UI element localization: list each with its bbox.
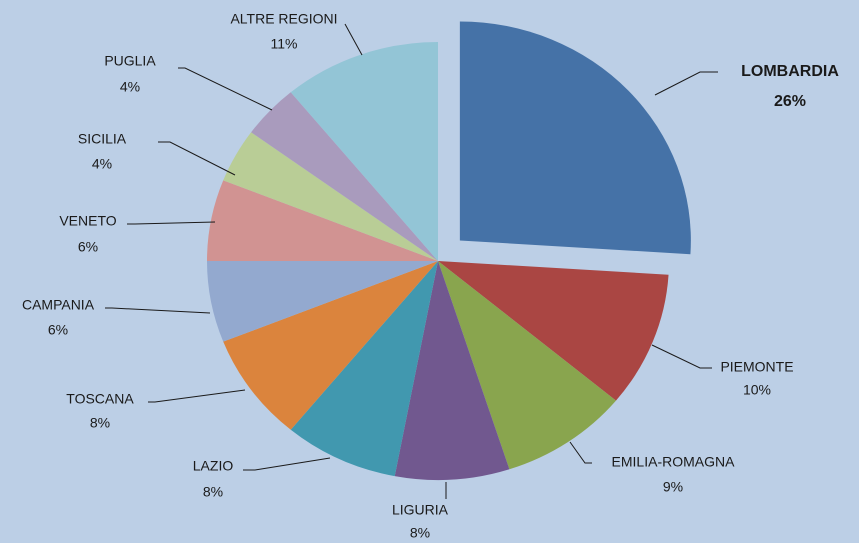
pie-slice (223, 261, 438, 430)
leader-line (654, 71, 718, 96)
leader-line (105, 307, 211, 314)
slice-label: EMILIA-ROMAGNA (612, 454, 736, 470)
pie-slice (223, 132, 438, 261)
slice-label: PUGLIA (104, 53, 156, 69)
leader-line (569, 441, 592, 464)
leader-line (243, 457, 331, 471)
slice-value-label: 10% (743, 382, 771, 398)
slice-value-label: 8% (410, 525, 430, 541)
leader-line (127, 221, 216, 225)
slice-label: TOSCANA (66, 391, 134, 407)
slice-value-label: 6% (78, 239, 98, 255)
leader-line (651, 344, 712, 369)
pie-slice (290, 261, 438, 477)
slice-value-label: 11% (271, 36, 298, 52)
slice-value-label: 6% (48, 322, 68, 338)
slice-value-label: 4% (120, 79, 140, 95)
slice-label: ALTRE REGIONI (230, 11, 337, 27)
pie-slice (394, 261, 510, 480)
pie-slice (459, 21, 691, 255)
slice-value-label: 4% (92, 156, 112, 172)
slice-value-label: 26% (774, 93, 806, 110)
slice-value-label: 8% (203, 484, 223, 500)
leader-line (148, 389, 246, 403)
pie-slice (251, 92, 438, 261)
pie-slice (438, 261, 616, 470)
leader-line (178, 67, 273, 111)
leader-line (158, 141, 236, 176)
slice-label: CAMPANIA (22, 297, 95, 313)
slice-value-label: 8% (90, 415, 110, 431)
slice-label: LAZIO (193, 458, 234, 474)
slice-label: SICILIA (78, 131, 127, 147)
slice-label: VENETO (59, 213, 116, 229)
pie-slice (207, 261, 438, 342)
leader-line (344, 23, 363, 56)
slice-label: LOMBARDIA (741, 63, 839, 80)
pie-slice (290, 42, 438, 261)
pie-slice (438, 261, 669, 401)
slice-label: LIGURIA (392, 502, 449, 518)
slice-label: PIEMONTE (720, 359, 793, 375)
pie-slice (207, 180, 438, 261)
slice-value-label: 9% (663, 479, 683, 495)
